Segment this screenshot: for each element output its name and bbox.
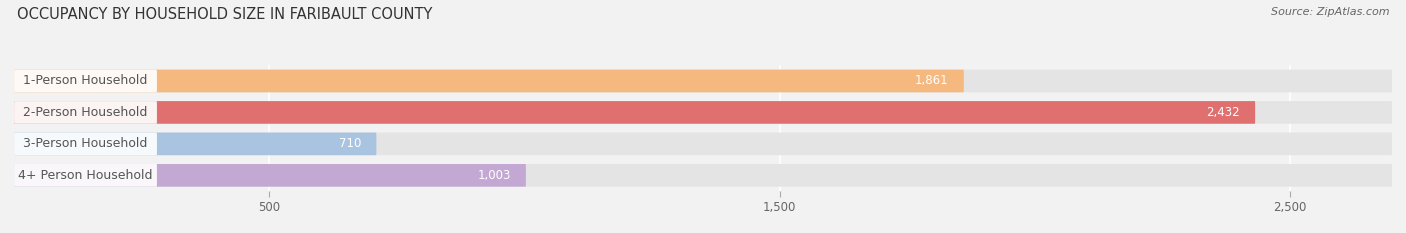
FancyBboxPatch shape [14, 164, 526, 187]
FancyBboxPatch shape [14, 133, 377, 155]
FancyBboxPatch shape [14, 70, 157, 92]
Text: 1-Person Household: 1-Person Household [24, 75, 148, 87]
FancyBboxPatch shape [14, 70, 1392, 92]
Text: 4+ Person Household: 4+ Person Household [18, 169, 153, 182]
Text: 3-Person Household: 3-Person Household [24, 137, 148, 150]
Text: 710: 710 [339, 137, 361, 150]
FancyBboxPatch shape [14, 164, 157, 187]
Text: 2-Person Household: 2-Person Household [24, 106, 148, 119]
FancyBboxPatch shape [14, 101, 157, 124]
Text: 2,432: 2,432 [1206, 106, 1240, 119]
FancyBboxPatch shape [14, 101, 1392, 124]
FancyBboxPatch shape [14, 101, 1256, 124]
FancyBboxPatch shape [14, 164, 1392, 187]
Text: Source: ZipAtlas.com: Source: ZipAtlas.com [1271, 7, 1389, 17]
FancyBboxPatch shape [14, 133, 1392, 155]
Text: OCCUPANCY BY HOUSEHOLD SIZE IN FARIBAULT COUNTY: OCCUPANCY BY HOUSEHOLD SIZE IN FARIBAULT… [17, 7, 432, 22]
Text: 1,861: 1,861 [915, 75, 949, 87]
FancyBboxPatch shape [14, 70, 963, 92]
FancyBboxPatch shape [14, 133, 157, 155]
Text: 1,003: 1,003 [477, 169, 510, 182]
